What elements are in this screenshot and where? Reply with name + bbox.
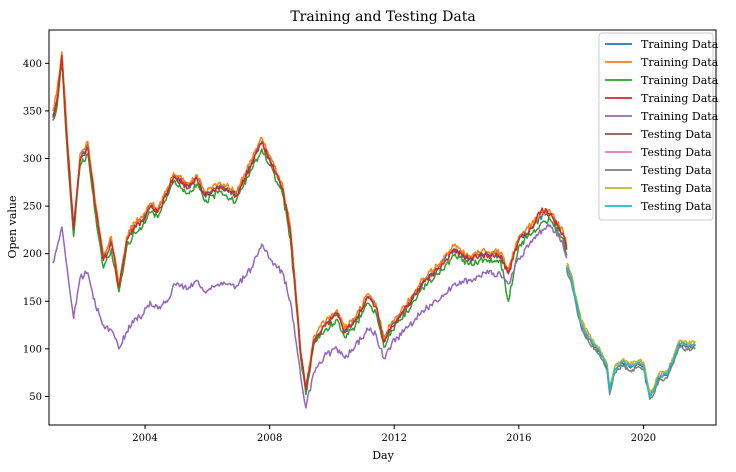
legend-entry-label: Testing Data — [641, 200, 712, 213]
y-tick-label: 300 — [23, 154, 42, 165]
series-line-9 — [566, 262, 696, 394]
x-axis-label: Day — [372, 449, 394, 462]
x-tick-label: 2004 — [132, 433, 157, 444]
series-line-2 — [52, 51, 568, 388]
series-line-4 — [52, 54, 568, 391]
x-tick-label: 2020 — [631, 433, 656, 444]
series-layer — [52, 51, 696, 409]
legend-entry-label: Testing Data — [641, 164, 712, 177]
y-tick-label: 100 — [23, 344, 42, 355]
x-tick-label: 2012 — [381, 433, 406, 444]
chart-title: Training and Testing Data — [290, 9, 475, 25]
legend-entry-label: Testing Data — [641, 146, 712, 159]
y-tick-label: 350 — [23, 106, 42, 117]
legend: Training Data Training Data Training Data T… — [598, 32, 719, 221]
legend-entry-label: Training Data — [641, 92, 719, 105]
legend-entry-label: Training Data — [641, 38, 719, 51]
y-tick-label: 50 — [29, 392, 42, 403]
y-axis: 50 100 150 200 250 300 350 400 — [23, 59, 49, 403]
legend-entry-label: Training Data — [641, 56, 719, 69]
x-tick-label: 2008 — [257, 433, 282, 444]
series-line-5 — [52, 223, 568, 409]
legend-entry-label: Testing Data — [641, 182, 712, 195]
y-axis-label: Open value — [6, 195, 19, 258]
plot-area-frame — [48, 29, 717, 426]
x-tick-label: 2016 — [506, 433, 531, 444]
legend-entry-label: Training Data — [641, 74, 719, 87]
series-line-1 — [52, 53, 568, 390]
y-tick-label: 200 — [23, 249, 42, 260]
y-tick-label: 250 — [23, 202, 42, 213]
legend-entry-label: Training Data — [641, 110, 719, 123]
series-line-8 — [565, 269, 696, 401]
legend-entry-label: Testing Data — [641, 128, 712, 141]
series-line-10 — [566, 266, 696, 399]
y-tick-label: 150 — [23, 297, 42, 308]
series-line-3 — [52, 60, 568, 396]
x-axis: 2004 2008 2012 2016 2020 — [132, 425, 656, 444]
y-tick-label: 400 — [23, 59, 42, 70]
